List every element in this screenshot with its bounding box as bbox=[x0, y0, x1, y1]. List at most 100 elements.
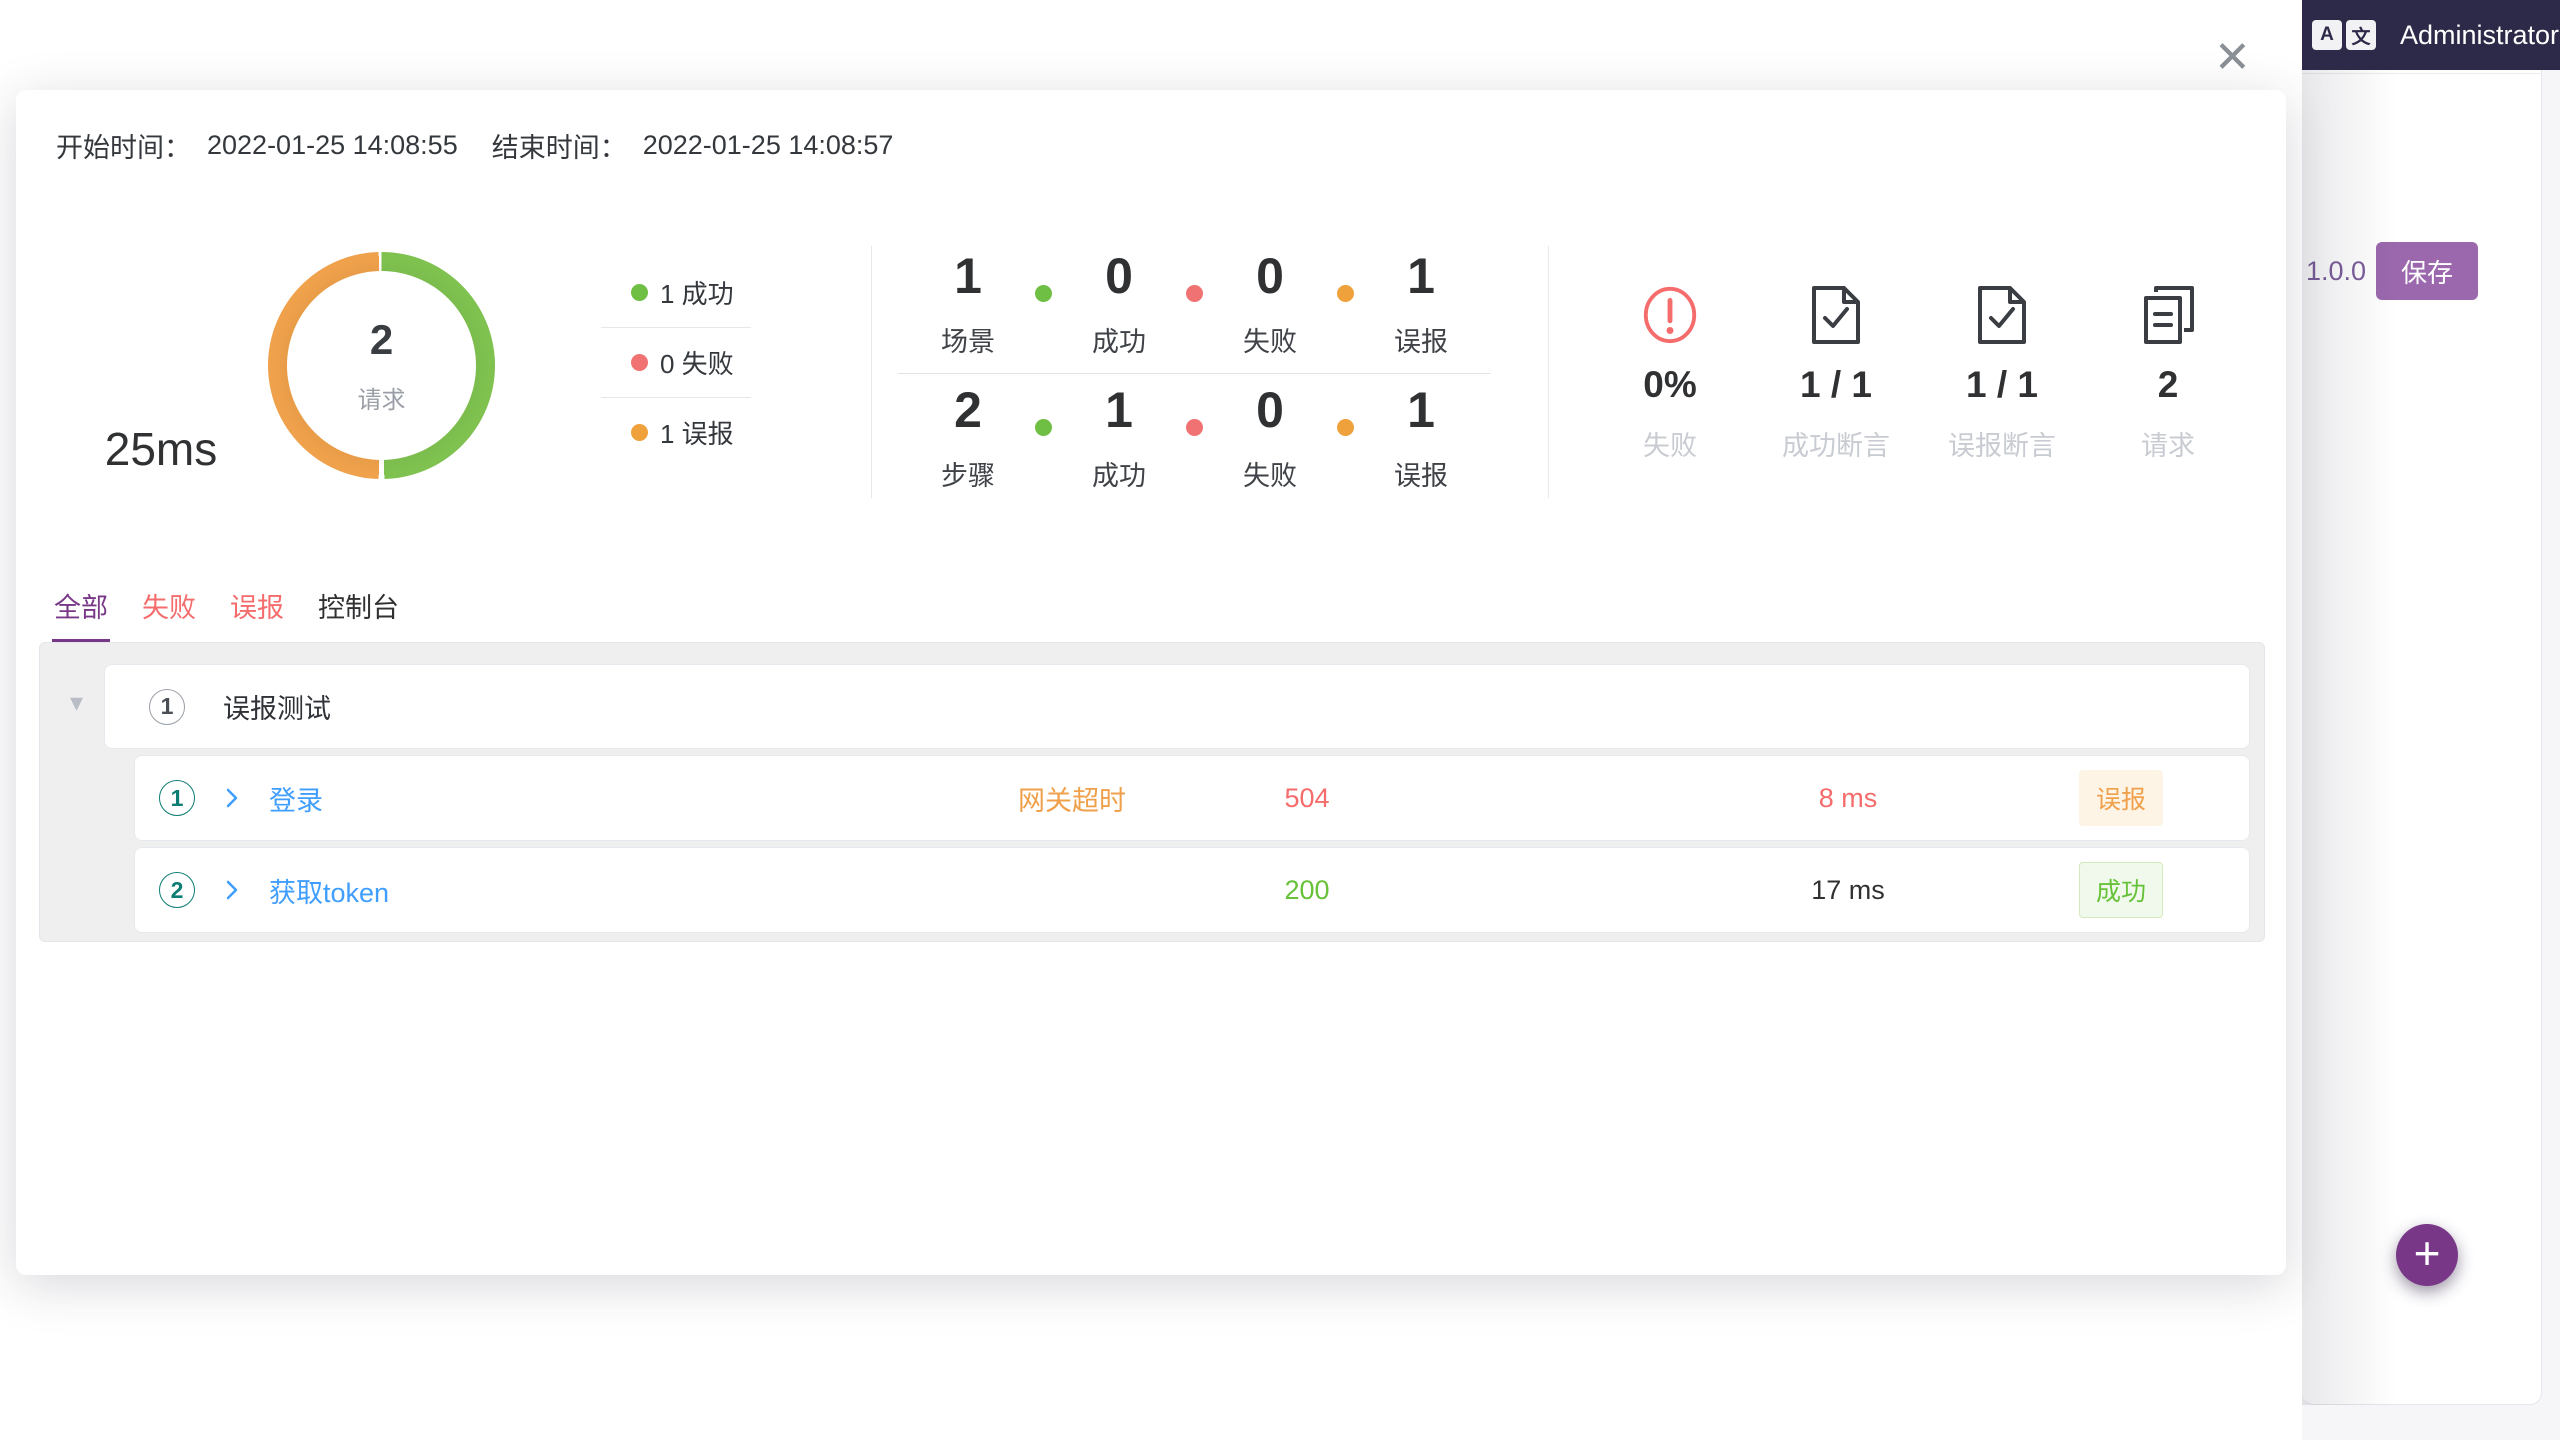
save-button[interactable]: 保存 bbox=[2376, 242, 2479, 300]
kpi-false-positive-assertions: 1 / 1 误报断言 bbox=[1919, 276, 2085, 463]
step-row-login[interactable]: 1 登录 网关超时 504 8 ms 误报 bbox=[134, 755, 2250, 841]
stat-success: 1 成功 bbox=[1049, 382, 1189, 493]
tab-failed[interactable]: 失败 bbox=[142, 593, 196, 623]
kpi-value: 0% bbox=[1643, 364, 1697, 405]
stat-label: 误报 bbox=[1394, 327, 1448, 357]
step-duration: 8 ms bbox=[1818, 782, 1878, 813]
stat-value: 0 bbox=[1256, 248, 1284, 304]
time-bar: 开始时间： 2022-01-25 14:08:55 结束时间： 2022-01-… bbox=[56, 126, 927, 165]
stat-fail: 0 失败 bbox=[1200, 382, 1340, 493]
legend-label: 1 误报 bbox=[660, 419, 734, 449]
doc-check-icon bbox=[1919, 276, 2085, 354]
stat-separator bbox=[1035, 248, 1052, 304]
step-name-link[interactable]: 获取token bbox=[269, 877, 390, 908]
step-row-get-token[interactable]: 2 获取token 200 17 ms 成功 bbox=[134, 847, 2250, 933]
stat-value: 2 bbox=[954, 382, 982, 438]
chevron-right-icon[interactable] bbox=[221, 877, 243, 903]
donut-center: 2 请求 bbox=[287, 271, 476, 460]
chevron-right-icon[interactable] bbox=[221, 785, 243, 811]
stat-steps: 2 步骤 bbox=[898, 382, 1038, 493]
step-stats-row: 2 步骤 1 成功 0 失败 1 误报 bbox=[898, 374, 1491, 507]
stat-fail: 0 失败 bbox=[1200, 248, 1340, 359]
kpi-value: 2 bbox=[2157, 364, 2179, 405]
alert-circle-icon bbox=[1587, 276, 1753, 354]
copy-docs-icon bbox=[2085, 276, 2251, 354]
status-badge: 误报 bbox=[2078, 770, 2164, 826]
end-time-value: 2022-01-25 14:08:57 bbox=[642, 130, 894, 160]
stat-label: 成功 bbox=[1092, 327, 1146, 357]
success-dot-icon bbox=[1035, 419, 1052, 436]
horizontal-divider bbox=[898, 373, 1491, 374]
step-status-code: 504 bbox=[1284, 782, 1330, 813]
status-badge: 成功 bbox=[2078, 862, 2164, 918]
stat-value: 0 bbox=[1105, 248, 1133, 304]
stat-value: 1 bbox=[1105, 382, 1133, 438]
version-row: 1.0.0 保存 bbox=[2306, 242, 2479, 300]
report-tabs: 全部 失败 误报 控制台 bbox=[52, 586, 399, 643]
stat-label: 失败 bbox=[1243, 327, 1297, 357]
false-positive-dot-icon bbox=[631, 424, 648, 441]
success-dot-icon bbox=[631, 284, 648, 301]
start-time-label: 开始时间： bbox=[56, 133, 191, 163]
tab-console[interactable]: 控制台 bbox=[318, 593, 399, 623]
fail-dot-icon bbox=[1186, 419, 1203, 436]
step-name-link[interactable]: 登录 bbox=[269, 785, 323, 816]
lang-a-glyph: A bbox=[2312, 20, 2342, 50]
donut-center-value: 2 bbox=[369, 316, 394, 363]
stat-separator bbox=[1186, 248, 1203, 304]
tab-all[interactable]: 全部 bbox=[52, 586, 110, 643]
version-label: 1.0.0 bbox=[2306, 255, 2367, 286]
step-tree: ▾ 1 误报测试 1 登录 网关超时 504 8 ms 误报 2 获取token… bbox=[39, 642, 2265, 942]
language-switch-icon[interactable]: A 文 bbox=[2312, 20, 2376, 50]
panel-divider bbox=[2302, 73, 2542, 74]
step-duration: 17 ms bbox=[1811, 874, 1885, 905]
expand-caret-icon[interactable]: ▾ bbox=[70, 687, 84, 717]
vertical-divider bbox=[871, 246, 872, 498]
stat-label: 场景 bbox=[941, 327, 995, 357]
donut-legend: 1 成功 0 失败 1 误报 bbox=[601, 258, 751, 467]
stat-false-positive: 1 误报 bbox=[1351, 248, 1491, 359]
stat-value: 1 bbox=[954, 248, 982, 304]
stat-label: 误报 bbox=[1394, 461, 1448, 491]
kpi-value: 1 / 1 bbox=[1966, 364, 2038, 405]
tab-false-positive[interactable]: 误报 bbox=[230, 593, 284, 623]
scenario-index-badge: 1 bbox=[149, 688, 185, 725]
stat-label: 成功 bbox=[1092, 461, 1146, 491]
lang-wen-glyph: 文 bbox=[2346, 20, 2376, 50]
legend-label: 0 失败 bbox=[660, 349, 734, 379]
step-status-code: 200 bbox=[1284, 874, 1330, 905]
stat-value: 1 bbox=[1407, 248, 1435, 304]
stats-grid: 1 场景 0 成功 0 失败 1 误报 2 步骤 bbox=[898, 240, 1491, 507]
kpi-label: 失败 bbox=[1643, 431, 1697, 461]
scenario-row[interactable]: 1 误报测试 bbox=[104, 664, 2250, 749]
stat-separator bbox=[1186, 382, 1203, 438]
stat-scenarios: 1 场景 bbox=[898, 248, 1038, 359]
step-index-badge: 2 bbox=[159, 872, 195, 908]
start-time-value: 2022-01-25 14:08:55 bbox=[207, 130, 458, 160]
close-icon[interactable]: ✕ bbox=[2214, 33, 2251, 82]
fail-dot-icon bbox=[1186, 285, 1203, 302]
user-menu[interactable]: Administrator bbox=[2400, 19, 2560, 50]
step-error-text: 网关超时 bbox=[1018, 785, 1126, 816]
total-duration: 25ms bbox=[104, 423, 218, 475]
app-header: A 文 Administrator ▼ bbox=[2302, 0, 2560, 70]
legend-item-fail: 0 失败 bbox=[601, 327, 751, 397]
legend-item-success: 1 成功 bbox=[601, 258, 751, 327]
fail-dot-icon bbox=[631, 354, 648, 371]
legend-item-false-positive: 1 误报 bbox=[601, 397, 751, 467]
stat-label: 失败 bbox=[1243, 461, 1297, 491]
stat-label: 步骤 bbox=[941, 461, 995, 491]
stat-separator bbox=[1337, 248, 1354, 304]
stat-false-positive: 1 误报 bbox=[1351, 382, 1491, 493]
false-positive-dot-icon bbox=[1337, 419, 1354, 436]
step-index-badge: 1 bbox=[159, 780, 195, 816]
scenario-name: 误报测试 bbox=[223, 694, 331, 724]
add-fab-button[interactable]: + bbox=[2396, 1224, 2458, 1286]
scenario-stats-row: 1 场景 0 成功 0 失败 1 误报 bbox=[898, 240, 1491, 373]
stat-separator bbox=[1337, 382, 1354, 438]
stat-value: 1 bbox=[1407, 382, 1435, 438]
kpi-row: 0% 失败 1 / 1 成功断言 1 / 1 bbox=[1587, 276, 2251, 463]
kpi-fail-rate: 0% 失败 bbox=[1587, 276, 1753, 463]
kpi-success-assertions: 1 / 1 成功断言 bbox=[1753, 276, 1919, 463]
kpi-label: 请求 bbox=[2141, 431, 2195, 461]
